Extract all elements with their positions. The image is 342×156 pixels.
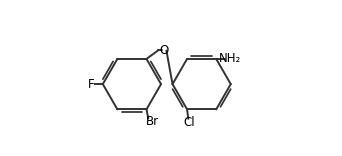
Text: F: F (88, 78, 94, 91)
Text: Br: Br (146, 115, 159, 128)
Text: Cl: Cl (183, 116, 195, 129)
Text: NH₂: NH₂ (219, 52, 241, 65)
Text: O: O (160, 44, 169, 57)
